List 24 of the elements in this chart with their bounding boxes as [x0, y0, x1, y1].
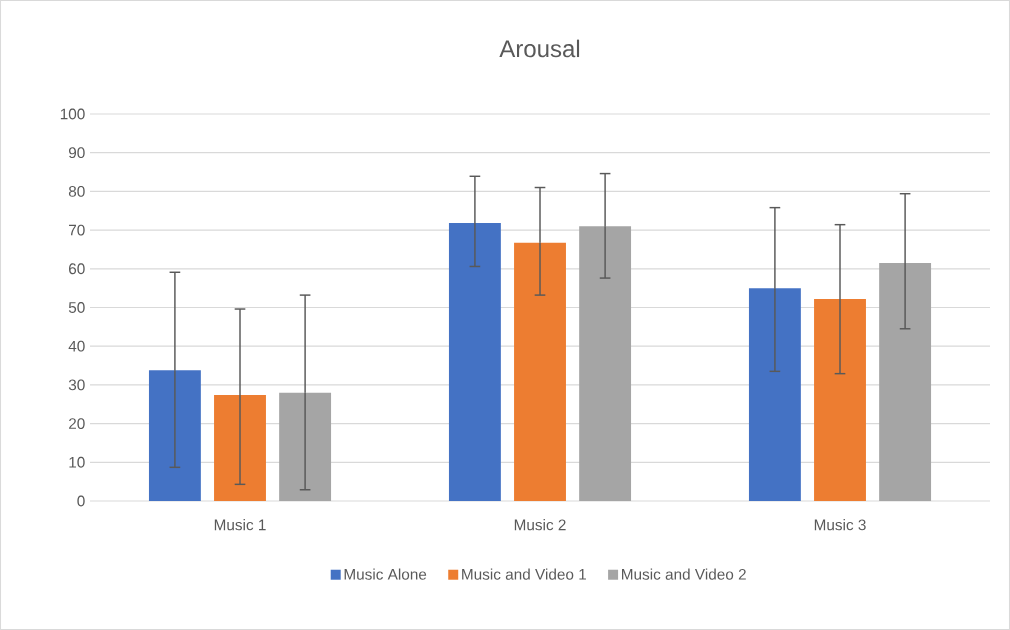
x-tick-label: Music 1: [214, 519, 266, 531]
bar: [748, 288, 801, 501]
bar: [814, 298, 866, 501]
y-tick-label: 0: [77, 495, 85, 507]
bar: [448, 223, 501, 501]
y-tick-label: 40: [68, 340, 85, 352]
y-tick-label: 90: [68, 147, 85, 159]
y-tick-label: 80: [68, 185, 85, 197]
chart-title: Arousal: [499, 39, 580, 58]
bar: [579, 226, 632, 501]
y-tick-label: 60: [69, 263, 85, 275]
legend-label: Music Alone: [344, 568, 427, 580]
y-tick-label: 70: [69, 224, 85, 236]
x-tick-label: Music 2: [514, 519, 566, 531]
y-tick-label: 20: [69, 418, 85, 430]
y-tick-label: 30: [68, 379, 85, 391]
legend-label: Music and Video 2: [622, 568, 746, 580]
bar: [879, 262, 932, 501]
y-tick-label: 100: [60, 108, 85, 120]
y-tick-label: 10: [69, 456, 85, 468]
bar: [514, 242, 566, 501]
x-tick-label: Music 3: [814, 519, 866, 531]
legend-label: Music and Video 1: [462, 568, 586, 580]
y-tick-label: 50: [68, 302, 85, 313]
